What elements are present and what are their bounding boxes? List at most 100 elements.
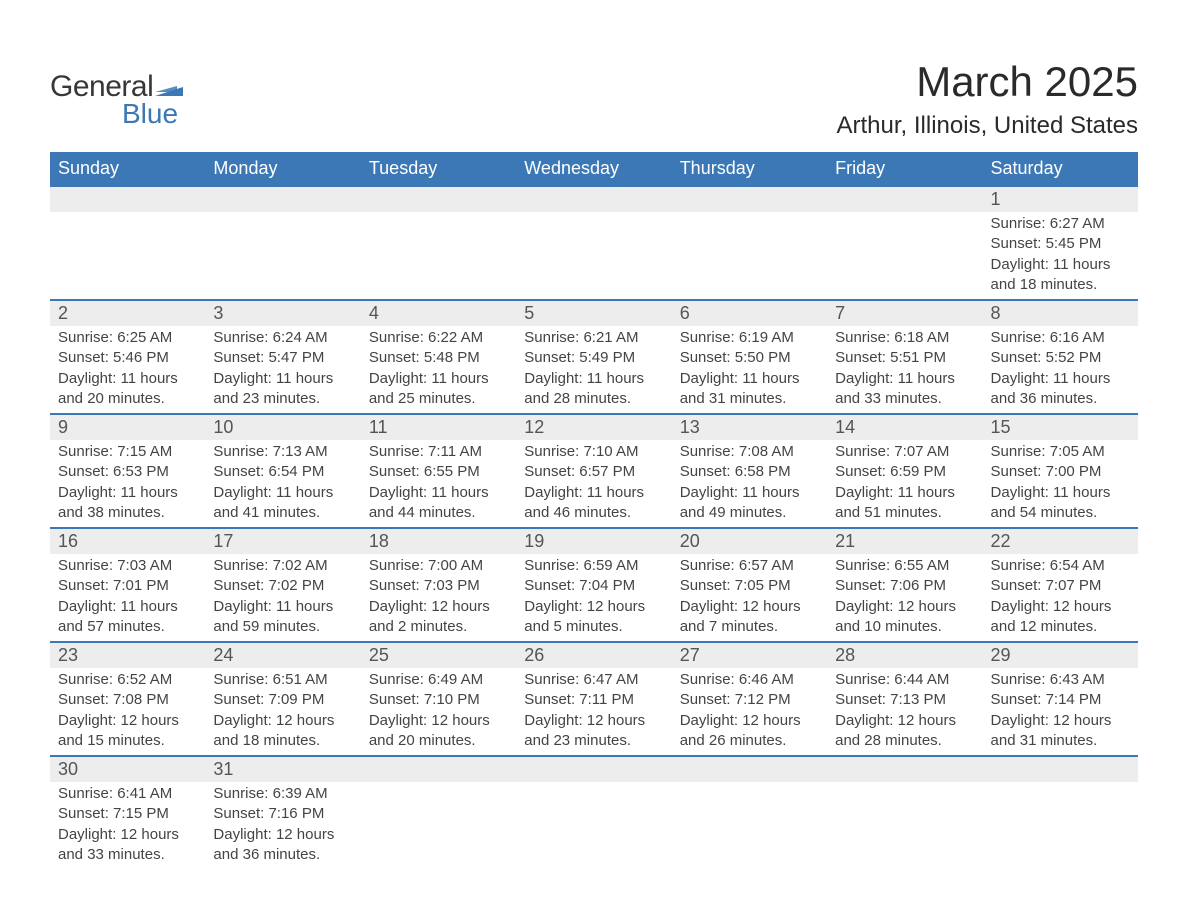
day-data-line: Sunset: 6:58 PM (680, 462, 819, 482)
day-data-line: Daylight: 11 hours (213, 483, 352, 503)
day-number: 30 (50, 757, 205, 782)
day-data-line: Sunset: 7:06 PM (835, 576, 974, 596)
day-data-line: Daylight: 11 hours (524, 483, 663, 503)
day-data-line: Daylight: 11 hours (213, 597, 352, 617)
day-number: 8 (983, 301, 1138, 326)
day-data-line: Sunset: 5:49 PM (524, 348, 663, 368)
day-number: 7 (827, 301, 982, 326)
calendar-cell: 22Sunrise: 6:54 AMSunset: 7:07 PMDayligh… (983, 528, 1138, 642)
day-number: 25 (361, 643, 516, 668)
day-data-line: Sunset: 7:01 PM (58, 576, 197, 596)
day-data-line: Daylight: 11 hours (524, 369, 663, 389)
day-data-line: Sunset: 7:04 PM (524, 576, 663, 596)
calendar-cell: 10Sunrise: 7:13 AMSunset: 6:54 PMDayligh… (205, 414, 360, 528)
day-data-line: and 7 minutes. (680, 617, 819, 637)
day-data-line: Sunset: 5:52 PM (991, 348, 1130, 368)
day-data-line: Sunrise: 7:00 AM (369, 556, 508, 576)
day-data: Sunrise: 6:41 AMSunset: 7:15 PMDaylight:… (50, 782, 205, 869)
day-data: Sunrise: 6:18 AMSunset: 5:51 PMDaylight:… (827, 326, 982, 413)
day-data: Sunrise: 7:10 AMSunset: 6:57 PMDaylight:… (516, 440, 671, 527)
day-data-line: Sunrise: 7:08 AM (680, 442, 819, 462)
day-data: Sunrise: 7:11 AMSunset: 6:55 PMDaylight:… (361, 440, 516, 527)
calendar-cell: 3Sunrise: 6:24 AMSunset: 5:47 PMDaylight… (205, 300, 360, 414)
day-number: 4 (361, 301, 516, 326)
day-number: 2 (50, 301, 205, 326)
calendar-header-row: Sunday Monday Tuesday Wednesday Thursday… (50, 152, 1138, 186)
day-data-line: Sunset: 5:50 PM (680, 348, 819, 368)
day-data-line: Sunrise: 6:25 AM (58, 328, 197, 348)
day-data-line: and 18 minutes. (991, 275, 1130, 295)
day-number: 5 (516, 301, 671, 326)
day-data-line: Daylight: 11 hours (213, 369, 352, 389)
day-data-line: and 20 minutes. (58, 389, 197, 409)
day-data-line: Daylight: 11 hours (835, 369, 974, 389)
day-data-line: Sunrise: 6:22 AM (369, 328, 508, 348)
day-number-empty (361, 757, 516, 782)
day-number: 13 (672, 415, 827, 440)
day-data-line: and 54 minutes. (991, 503, 1130, 523)
day-data-line: and 31 minutes. (991, 731, 1130, 751)
day-data-line: Daylight: 11 hours (991, 369, 1130, 389)
day-number: 28 (827, 643, 982, 668)
calendar-cell: 14Sunrise: 7:07 AMSunset: 6:59 PMDayligh… (827, 414, 982, 528)
calendar-cell (672, 186, 827, 300)
day-data: Sunrise: 7:07 AMSunset: 6:59 PMDaylight:… (827, 440, 982, 527)
day-data-line: and 18 minutes. (213, 731, 352, 751)
day-data-line: Sunset: 7:02 PM (213, 576, 352, 596)
calendar-body: 1Sunrise: 6:27 AMSunset: 5:45 PMDaylight… (50, 186, 1138, 869)
day-data-line: Sunset: 7:14 PM (991, 690, 1130, 710)
day-data-line: Sunrise: 6:41 AM (58, 784, 197, 804)
day-data-line: Sunrise: 6:43 AM (991, 670, 1130, 690)
day-data-line: Daylight: 11 hours (58, 597, 197, 617)
calendar-cell: 18Sunrise: 7:00 AMSunset: 7:03 PMDayligh… (361, 528, 516, 642)
day-data-line: Sunset: 7:03 PM (369, 576, 508, 596)
day-data: Sunrise: 6:51 AMSunset: 7:09 PMDaylight:… (205, 668, 360, 755)
calendar-cell: 12Sunrise: 7:10 AMSunset: 6:57 PMDayligh… (516, 414, 671, 528)
day-data-line: and 49 minutes. (680, 503, 819, 523)
calendar-cell: 9Sunrise: 7:15 AMSunset: 6:53 PMDaylight… (50, 414, 205, 528)
calendar-cell: 27Sunrise: 6:46 AMSunset: 7:12 PMDayligh… (672, 642, 827, 756)
day-data-line: and 36 minutes. (213, 845, 352, 865)
col-header: Thursday (672, 152, 827, 186)
day-number: 29 (983, 643, 1138, 668)
day-data: Sunrise: 6:44 AMSunset: 7:13 PMDaylight:… (827, 668, 982, 755)
day-data: Sunrise: 6:47 AMSunset: 7:11 PMDaylight:… (516, 668, 671, 755)
day-data-line: Sunrise: 7:11 AM (369, 442, 508, 462)
day-data-line: Sunset: 5:47 PM (213, 348, 352, 368)
day-data-line: Sunset: 7:07 PM (991, 576, 1130, 596)
day-data-line: Sunset: 6:54 PM (213, 462, 352, 482)
day-data: Sunrise: 7:00 AMSunset: 7:03 PMDaylight:… (361, 554, 516, 641)
calendar-cell: 13Sunrise: 7:08 AMSunset: 6:58 PMDayligh… (672, 414, 827, 528)
day-number: 3 (205, 301, 360, 326)
day-data-line: Sunset: 7:13 PM (835, 690, 974, 710)
calendar-cell: 8Sunrise: 6:16 AMSunset: 5:52 PMDaylight… (983, 300, 1138, 414)
day-data-line: Daylight: 12 hours (524, 597, 663, 617)
calendar-cell (516, 186, 671, 300)
day-data: Sunrise: 6:43 AMSunset: 7:14 PMDaylight:… (983, 668, 1138, 755)
calendar-cell: 5Sunrise: 6:21 AMSunset: 5:49 PMDaylight… (516, 300, 671, 414)
day-data-line: Sunrise: 7:02 AM (213, 556, 352, 576)
calendar-cell (827, 756, 982, 869)
calendar-week-row: 1Sunrise: 6:27 AMSunset: 5:45 PMDaylight… (50, 186, 1138, 300)
day-data-line: Sunset: 7:09 PM (213, 690, 352, 710)
day-data: Sunrise: 6:21 AMSunset: 5:49 PMDaylight:… (516, 326, 671, 413)
day-data-line: Sunrise: 6:39 AM (213, 784, 352, 804)
day-number: 19 (516, 529, 671, 554)
day-data-line: Daylight: 12 hours (835, 597, 974, 617)
page-subtitle: Arthur, Illinois, United States (837, 112, 1138, 140)
col-header: Tuesday (361, 152, 516, 186)
day-data-line: Sunrise: 6:51 AM (213, 670, 352, 690)
calendar-cell: 25Sunrise: 6:49 AMSunset: 7:10 PMDayligh… (361, 642, 516, 756)
calendar-cell: 23Sunrise: 6:52 AMSunset: 7:08 PMDayligh… (50, 642, 205, 756)
day-data-line: Sunset: 5:48 PM (369, 348, 508, 368)
day-data-line: Sunrise: 7:07 AM (835, 442, 974, 462)
calendar-cell (516, 756, 671, 869)
calendar-week-row: 16Sunrise: 7:03 AMSunset: 7:01 PMDayligh… (50, 528, 1138, 642)
day-data-line: Daylight: 11 hours (58, 369, 197, 389)
day-data-line: Sunset: 5:45 PM (991, 234, 1130, 254)
day-data-line: Sunset: 7:05 PM (680, 576, 819, 596)
day-data-line: Sunset: 6:57 PM (524, 462, 663, 482)
page-title: March 2025 (837, 58, 1138, 106)
day-data: Sunrise: 7:13 AMSunset: 6:54 PMDaylight:… (205, 440, 360, 527)
day-data-line: and 38 minutes. (58, 503, 197, 523)
